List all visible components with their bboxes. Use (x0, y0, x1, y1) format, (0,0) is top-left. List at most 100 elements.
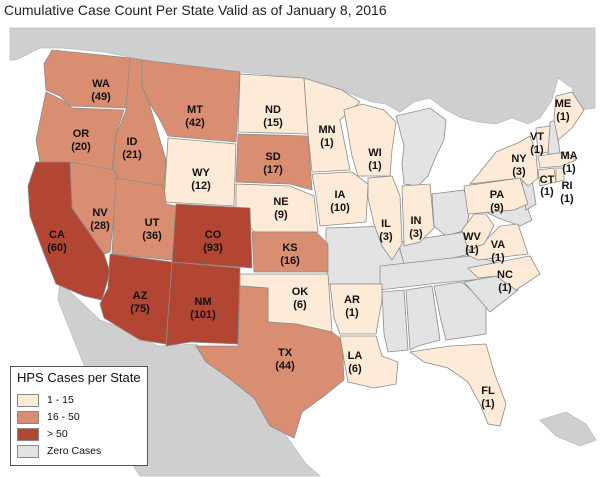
label-me: ME(1) (555, 98, 572, 123)
state-count: (1) (562, 163, 576, 175)
label-ma: MA(1) (560, 150, 577, 175)
state-count: (1) (556, 111, 570, 123)
state-wy (163, 137, 237, 207)
state-in (401, 183, 435, 247)
state-abbr: WY (192, 167, 210, 179)
state-count: (36) (142, 230, 162, 242)
state-wv (461, 213, 495, 251)
label-nd: ND(15) (263, 104, 283, 129)
state-abbr: IN (411, 215, 422, 227)
label-nv: NV(28) (90, 207, 110, 232)
label-tx: TX(44) (275, 347, 295, 372)
state-abbr: PA (490, 189, 505, 201)
state-count: (3) (512, 166, 526, 178)
legend-swatch-zero (17, 445, 39, 458)
label-ny: NY(3) (511, 153, 527, 178)
label-ne: NE(9) (273, 196, 288, 221)
label-ia: IA(10) (330, 189, 350, 214)
state-count: (20) (71, 141, 91, 153)
label-wv: WV(1) (463, 231, 481, 256)
state-count: (1) (530, 144, 544, 156)
state-ca (27, 161, 111, 301)
label-sd: SD(17) (263, 151, 283, 176)
label-wy: WY(12) (191, 167, 211, 192)
state-count: (6) (348, 363, 362, 375)
label-ca: CA(60) (47, 229, 67, 254)
label-wa: WA(49) (91, 78, 111, 103)
label-ks: KS(16) (280, 242, 300, 267)
state-abbr: MT (187, 104, 203, 116)
state-abbr: ND (265, 104, 281, 116)
state-abbr: VA (491, 239, 506, 251)
label-az: AZ(75) (130, 290, 150, 315)
state-abbr: AZ (133, 290, 148, 302)
state-abbr: ME (555, 98, 572, 110)
label-la: LA(6) (348, 350, 363, 375)
label-nm: NM(101) (190, 296, 216, 321)
state-abbr: IL (381, 218, 391, 230)
atlantic-islands (539, 411, 597, 447)
legend-swatch-low (17, 394, 39, 407)
state-la (339, 335, 399, 389)
state-count: (6) (293, 299, 307, 311)
state-tx (195, 285, 345, 439)
label-co: CO(93) (203, 229, 223, 254)
state-count: (1) (345, 307, 359, 319)
state-abbr: CO (205, 229, 222, 241)
state-mi (395, 107, 447, 187)
state-al (405, 285, 441, 351)
state-sd (235, 133, 313, 191)
canada-land (9, 27, 596, 125)
label-ar: AR(1) (344, 294, 360, 319)
state-count: (93) (203, 242, 223, 254)
state-count: (9) (490, 202, 504, 214)
label-mt: MT(42) (185, 104, 205, 129)
state-abbr: RI (562, 180, 573, 192)
label-nc: NC(1) (497, 269, 513, 294)
legend-item-high: > 50 (17, 427, 143, 443)
case-states (27, 49, 585, 439)
state-abbr: FL (481, 385, 495, 397)
state-me (553, 91, 585, 141)
label-ut: UT(36) (142, 217, 162, 242)
state-count: (44) (275, 360, 295, 372)
state-abbr: OK (292, 286, 309, 298)
label-mn: MN(1) (318, 124, 335, 149)
legend-item-zero: Zero Cases (17, 444, 143, 460)
label-il: IL(3) (379, 218, 393, 243)
state-abbr: NC (497, 269, 513, 281)
label-ok: OK(6) (292, 286, 309, 311)
state-co (171, 203, 253, 269)
state-sc (463, 275, 519, 313)
state-count: (12) (191, 180, 211, 192)
state-count: (101) (190, 309, 216, 321)
state-count: (1) (481, 398, 495, 410)
state-count: (1) (560, 193, 574, 205)
label-ri: RI(1) (560, 180, 574, 205)
state-abbr: WV (463, 231, 481, 243)
state-ia (311, 171, 369, 227)
legend-label-low: 1 - 15 (47, 394, 74, 406)
state-abbr: WA (92, 78, 110, 90)
state-abbr: AR (344, 294, 360, 306)
legend-item-mid: 16 - 50 (17, 410, 143, 426)
state-abbr: CT (540, 174, 555, 186)
legend-label-high: > 50 (47, 428, 68, 440)
state-fl (408, 343, 507, 427)
state-count: (16) (280, 255, 300, 267)
state-count: (1) (368, 160, 382, 172)
state-abbr: MN (318, 124, 335, 136)
label-or: OR(20) (71, 128, 91, 153)
legend-item-low: 1 - 15 (17, 393, 143, 409)
state-abbr: NE (273, 196, 288, 208)
label-vt: VT(1) (530, 131, 544, 156)
legend: HPS Cases per State 1 - 15 16 - 50 > 50 … (10, 366, 148, 466)
state-abbr: UT (145, 217, 160, 229)
legend-title: HPS Cases per State (17, 370, 141, 385)
state-count: (60) (47, 242, 67, 254)
state-abbr: TX (278, 347, 293, 359)
state-count: (42) (185, 117, 205, 129)
legend-swatch-mid (17, 411, 39, 424)
state-ri (555, 167, 565, 183)
state-count: (1) (498, 282, 512, 294)
